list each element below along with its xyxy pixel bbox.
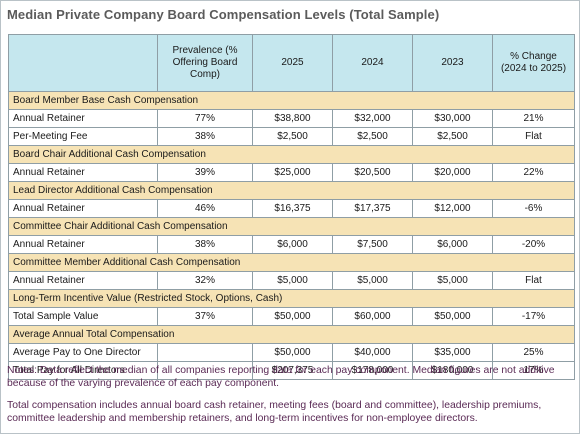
value-2023-cell: $6,000 (412, 235, 493, 254)
section-title: Committee Chair Additional Cash Compensa… (8, 217, 575, 236)
prevalence-cell: 77% (157, 109, 253, 128)
prevalence-cell: 38% (157, 127, 253, 146)
value-2024-cell: $40,000 (332, 343, 413, 362)
change-cell: 25% (492, 343, 575, 362)
row-label: Annual Retainer (8, 235, 158, 254)
header-2025: 2025 (252, 34, 333, 92)
table-header-row: Prevalence (% Offering Board Comp) 2025 … (8, 34, 575, 92)
value-2023-cell: $2,500 (412, 127, 493, 146)
prevalence-cell: 32% (157, 271, 253, 290)
change-cell: 22% (492, 163, 575, 182)
value-2025-cell: $16,375 (252, 199, 333, 218)
section-row: Long-Term Incentive Value (Restricted St… (8, 289, 575, 308)
row-label: Annual Retainer (8, 109, 158, 128)
table-row: Annual Retainer 39% $25,000 $20,500 $20,000 2… (8, 163, 575, 182)
table-row: Per-Meeting Fee 38% $2,500 $2,500 $2,500 Flat (8, 127, 575, 146)
table-row: Total Sample Value 37% $50,000 $60,000 $50,0… (8, 307, 575, 326)
change-cell: Flat (492, 271, 575, 290)
notes-paragraph: Notes: Data reflect the median of all co… (7, 365, 555, 389)
notes-paragraph: Total compensation includes annual board… (7, 400, 542, 424)
value-2024-cell: $32,000 (332, 109, 413, 128)
section-title: Long-Term Incentive Value (Restricted St… (8, 289, 575, 308)
table-body: Board Member Base Cash Compensation Annua… (8, 91, 575, 380)
change-cell: 17% (492, 361, 575, 380)
change-cell: -6% (492, 199, 575, 218)
table-row: Annual Retainer 46% $16,375 $17,375 $12,000-… (8, 199, 575, 218)
value-2025-cell: $50,000 (252, 307, 333, 326)
value-2023-cell: $50,000 (412, 307, 493, 326)
table-row: Average Pay to One Director $50,000 $40,00… (8, 343, 575, 362)
value-2025-cell: $50,000 (252, 343, 333, 362)
section-title: Board Member Base Cash Compensation (8, 91, 575, 110)
prevalence-cell: 39% (157, 163, 253, 182)
value-2025-cell: $2,500 (252, 127, 333, 146)
section-title: Average Annual Total Compensation (8, 325, 575, 344)
header-blank (8, 34, 158, 92)
section-title: Lead Director Additional Cash Compensati… (8, 181, 575, 200)
value-2023-cell: $20,000 (412, 163, 493, 182)
header-2024: 2024 (332, 34, 413, 92)
value-2023-cell: $5,000 (412, 271, 493, 290)
section-row: Board Chair Additional Cash Compensation (8, 145, 575, 164)
row-label: Annual Retainer (8, 271, 158, 290)
row-label: Total Pay for All Directors (8, 361, 158, 380)
value-2025-cell: $6,000 (252, 235, 333, 254)
row-label: Annual Retainer (8, 163, 158, 182)
change-cell: -20% (492, 235, 575, 254)
value-2025-cell: $38,800 (252, 109, 333, 128)
value-2023-cell: $30,000 (412, 109, 493, 128)
section-row: Lead Director Additional Cash Compensati… (8, 181, 575, 200)
value-2024-cell: $17,375 (332, 199, 413, 218)
value-2024-cell: $7,500 (332, 235, 413, 254)
section-row: Committee Chair Additional Cash Compensa… (8, 217, 575, 236)
section-title: Board Chair Additional Cash Compensation (8, 145, 575, 164)
prevalence-cell: 37% (157, 307, 253, 326)
row-label: Total Sample Value (8, 307, 158, 326)
section-row: Committee Member Additional Cash Compens… (8, 253, 575, 272)
section-title: Committee Member Additional Cash Compens… (8, 253, 575, 272)
value-2024-cell: $20,500 (332, 163, 413, 182)
compensation-table: Prevalence (% Offering Board Comp) 2025 … (8, 34, 575, 380)
section-row: Average Annual Total Compensation (8, 325, 575, 344)
row-label: Annual Retainer (8, 199, 158, 218)
value-2024-cell: $2,500 (332, 127, 413, 146)
table-row: Annual Retainer 32% $5,000 $5,000 $5,000 Flat (8, 271, 575, 290)
notes-block: Notes: Data reflect the median of all co… (7, 364, 573, 434)
header-change: % Change (2024 to 2025) (492, 34, 575, 92)
change-cell: Flat (492, 127, 575, 146)
change-cell: -17% (492, 307, 575, 326)
value-2023-cell: $12,000 (412, 199, 493, 218)
prevalence-cell: 46% (157, 199, 253, 218)
value-2024-cell: $5,000 (332, 271, 413, 290)
change-cell: 21% (492, 109, 575, 128)
row-label: Average Pay to One Director (8, 343, 158, 362)
value-2025-cell: $5,000 (252, 271, 333, 290)
header-2023: 2023 (412, 34, 493, 92)
table-title: Median Private Company Board Compensatio… (7, 7, 440, 22)
header-prevalence: Prevalence (% Offering Board Comp) (157, 34, 253, 92)
table-row: Annual Retainer 77% $38,800 $32,000 $30,000 2… (8, 109, 575, 128)
table-row: Annual Retainer 38% $6,000 $7,500 $6,000 -20% (8, 235, 575, 254)
prevalence-cell: 38% (157, 235, 253, 254)
prevalence-cell (157, 343, 253, 362)
table-row: Total Pay for All Directors $207,375 $178,… (8, 361, 575, 380)
row-label: Per-Meeting Fee (8, 127, 158, 146)
value-2024-cell: $60,000 (332, 307, 413, 326)
value-2025-cell: $25,000 (252, 163, 333, 182)
section-row: Board Member Base Cash Compensation (8, 91, 575, 110)
value-2023-cell: $35,000 (412, 343, 493, 362)
